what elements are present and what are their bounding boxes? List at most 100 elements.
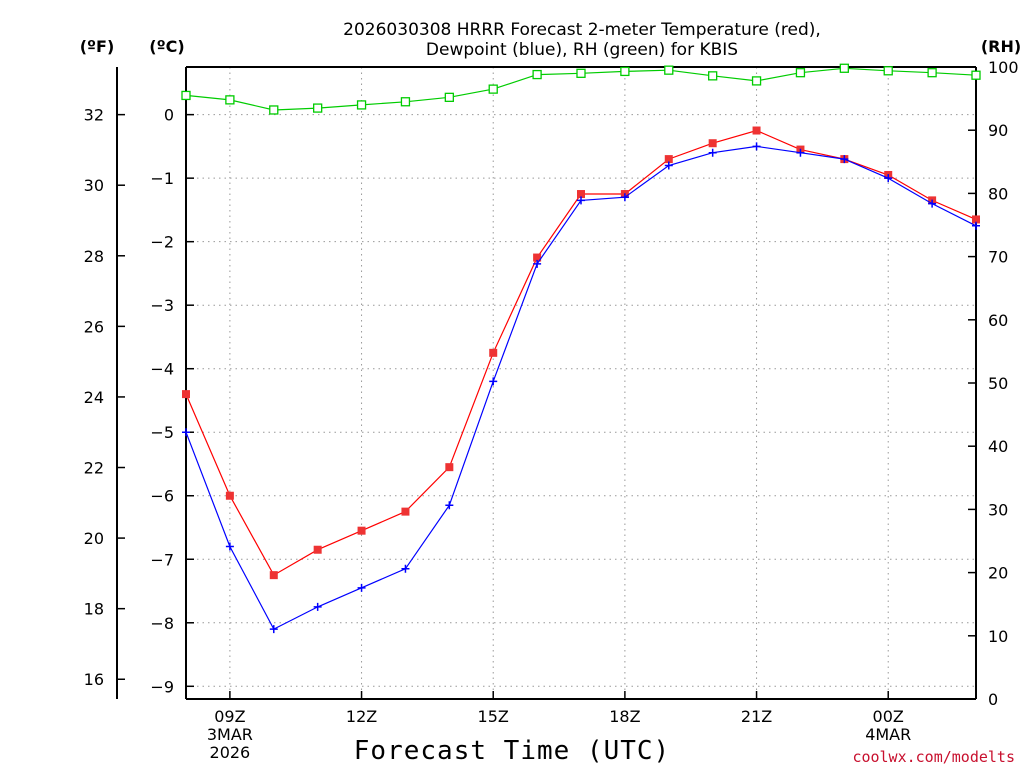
dewpoint-marker [445, 501, 454, 510]
x-tick-label: 09Z [214, 707, 245, 726]
celsius-tick-label: 0 [164, 106, 174, 125]
fahrenheit-tick-label: 20 [84, 529, 104, 548]
rh-marker [444, 92, 454, 102]
temperature-marker [752, 126, 761, 135]
chart-title: 2026030308 HRRR Forecast 2-meter Tempera… [343, 20, 821, 60]
dewpoint-marker [401, 564, 410, 573]
rh-marker [225, 95, 235, 105]
dewpoint-marker [620, 193, 629, 202]
grid-lines [186, 67, 976, 699]
fahrenheit-tick-label: 18 [84, 600, 104, 619]
rh-tick-label: 0 [988, 690, 998, 709]
rh-tick-label: 30 [988, 500, 1008, 519]
celsius-tick-label: −9 [150, 677, 174, 696]
rh-tick-label: 100 [988, 58, 1019, 77]
rh-tick-label: 90 [988, 121, 1008, 140]
fahrenheit-tick-label: 16 [84, 670, 104, 689]
rh-tick-label: 60 [988, 311, 1008, 330]
temperature-marker [489, 348, 498, 357]
fahrenheit-tick-label: 24 [84, 388, 104, 407]
celsius-tick-label: −3 [150, 296, 174, 315]
dewpoint-marker [664, 161, 673, 170]
rh-marker [927, 68, 937, 78]
rh-marker [400, 97, 411, 107]
dewpoint-marker [489, 377, 498, 386]
credit-text: coolwx.com/modelts [852, 748, 1015, 766]
rh-marker [664, 65, 674, 75]
celsius-unit-label: (ºC) [149, 37, 184, 56]
x-tick-label: 3MAR [207, 725, 253, 744]
fahrenheit-tick-label: 26 [84, 317, 104, 336]
dewpoint-marker [577, 196, 585, 205]
temperature-marker [972, 215, 980, 224]
rh-marker [488, 84, 498, 94]
fahrenheit-tick-label: 28 [84, 247, 104, 266]
celsius-tick-label: −6 [150, 487, 174, 506]
dewpoint-marker [796, 148, 805, 157]
celsius-tick-label: −4 [150, 360, 174, 379]
dewpoint-marker [928, 199, 937, 208]
rh-tick-label: 50 [988, 374, 1008, 393]
celsius-tick-label: −1 [150, 169, 174, 188]
chart-axes [116, 66, 977, 700]
x-tick-label: 2026 [210, 743, 251, 762]
temperature-marker [577, 190, 585, 199]
dewpoint-marker [357, 583, 366, 592]
fahrenheit-unit-label: (ºF) [80, 37, 115, 56]
dewpoint-marker [840, 155, 849, 164]
rh-marker [356, 100, 367, 110]
dewpoint-marker [225, 542, 234, 551]
tick-labels: 0 −1 −2 −3 −4 −5 −6 −7 −8 −9 32 30 28 26 24 22 20 18 16 0 10… [84, 58, 1019, 762]
rh-marker [883, 66, 893, 76]
fahrenheit-tick-label: 32 [84, 106, 104, 125]
temperature-marker [664, 155, 673, 164]
rh-tick-label: 20 [988, 564, 1008, 583]
celsius-tick-label: −8 [150, 614, 174, 633]
rh-marker [313, 103, 323, 113]
rh-tick-label: 70 [988, 248, 1008, 267]
rh-marker [971, 70, 981, 80]
rh-marker [181, 90, 191, 101]
rh-tick-label: 40 [988, 437, 1008, 456]
data-series [181, 63, 981, 634]
fahrenheit-tick-label: 30 [84, 176, 104, 195]
rh-marker [576, 68, 586, 78]
temperature-marker [533, 253, 542, 262]
dewpoint-marker [884, 174, 893, 183]
rh-marker [708, 71, 718, 81]
rh-marker [269, 105, 279, 115]
rh-marker [795, 68, 806, 78]
x-axis-title: Forecast Time (UTC) [354, 736, 670, 766]
temperature-marker [357, 526, 366, 535]
dewpoint-marker [708, 148, 717, 157]
x-tick-label: 15Z [478, 707, 509, 726]
dewpoint-marker [752, 142, 761, 151]
temperature-marker [445, 463, 454, 472]
rh-tick-label: 80 [988, 184, 1008, 203]
chart-title-line-2: Dewpoint (blue), RH (green) for KBIS [426, 40, 738, 60]
celsius-tick-label: −5 [150, 423, 174, 442]
dewpoint-marker [533, 259, 542, 268]
chart-title-line-1: 2026030308 HRRR Forecast 2-meter Tempera… [343, 20, 821, 40]
x-tick-label: 00Z [873, 707, 904, 726]
x-tick-label: 21Z [741, 707, 772, 726]
temperature-marker [269, 571, 278, 580]
temperature-marker [313, 545, 322, 554]
celsius-tick-label: −2 [150, 233, 174, 252]
dewpoint-marker [269, 625, 278, 634]
dewpoint-marker [313, 602, 322, 611]
temperature-marker [708, 139, 717, 148]
dewpoint-marker [182, 428, 190, 437]
rh-unit-label: (RH) [981, 37, 1021, 56]
temperature-marker [401, 507, 410, 516]
celsius-tick-label: −7 [150, 550, 174, 569]
fahrenheit-tick-label: 22 [84, 459, 104, 478]
rh-marker [620, 66, 630, 77]
rh-marker [751, 76, 762, 86]
rh-tick-label: 10 [988, 627, 1008, 646]
temperature-marker [182, 390, 190, 399]
dewpoint-marker [972, 221, 980, 230]
rh-marker [839, 63, 849, 73]
x-tick-label: 12Z [346, 707, 377, 726]
